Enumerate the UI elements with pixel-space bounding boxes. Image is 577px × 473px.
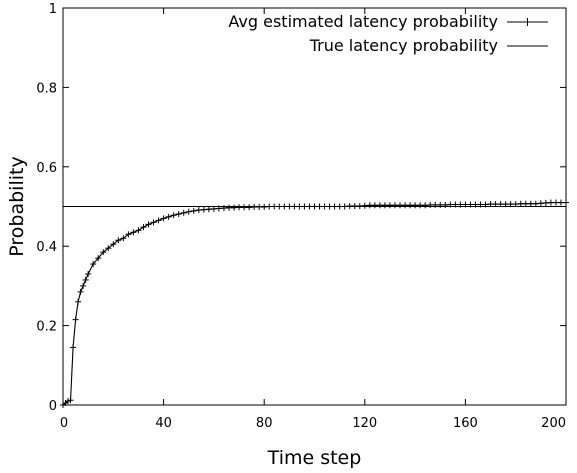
data-point-avg-estimated-30 <box>185 208 192 215</box>
data-point-avg-estimated-4 <box>70 344 77 351</box>
x-tick-label-80: 80 <box>256 416 273 431</box>
data-point-avg-estimated-77 <box>422 202 429 209</box>
data-point-avg-estimated-17 <box>120 235 127 242</box>
legend-marker-avg-estimated <box>523 18 532 26</box>
data-point-avg-estimated-66 <box>366 202 373 209</box>
data-point-avg-estimated-65 <box>361 202 368 209</box>
data-point-avg-estimated-28 <box>175 211 182 218</box>
ticks-layer: 0 40 80 120 160 200 0 0.2 0.4 0.6 0.8 1 <box>36 2 567 431</box>
data-point-avg-estimated-98 <box>527 200 534 207</box>
plot-area-frame <box>62 7 567 406</box>
data-point-avg-estimated-96 <box>517 200 524 207</box>
x-tick-label-200: 200 <box>541 416 566 431</box>
data-point-avg-estimated-19 <box>130 229 137 236</box>
legend-label-avg-estimated: Avg estimated latency probability <box>228 12 498 31</box>
data-point-avg-estimated-75 <box>412 202 419 209</box>
data-point-avg-estimated-74 <box>407 202 414 209</box>
data-point-avg-estimated-39 <box>231 204 238 211</box>
data-point-avg-estimated-9 <box>82 276 89 283</box>
data-point-avg-estimated-14 <box>105 245 112 252</box>
x-tick-label-0: 0 <box>60 416 68 431</box>
data-point-avg-estimated-21 <box>140 224 147 231</box>
data-point-avg-estimated-26 <box>165 213 172 220</box>
x-tick-label-120: 120 <box>352 416 377 431</box>
data-point-avg-estimated-100 <box>537 200 544 207</box>
data-point-avg-estimated-67 <box>371 202 378 209</box>
data-point-avg-estimated-3 <box>67 397 74 404</box>
legend-label-true: True latency probability <box>309 36 498 55</box>
y-tick-label-0.4: 0.4 <box>36 240 57 255</box>
data-point-avg-estimated-40 <box>236 204 243 211</box>
data-point-avg-estimated-42 <box>246 204 253 211</box>
data-point-avg-estimated-32 <box>195 207 202 214</box>
data-point-avg-estimated-76 <box>417 202 424 209</box>
data-point-avg-estimated-41 <box>241 204 248 211</box>
data-point-avg-estimated-7 <box>77 288 84 295</box>
y-tick-label-0.6: 0.6 <box>36 161 57 176</box>
x-axis-label: Time step <box>267 447 362 469</box>
data-point-avg-estimated-16 <box>115 237 122 244</box>
data-point-avg-estimated-20 <box>135 227 142 234</box>
data-point-avg-estimated-8 <box>80 282 87 289</box>
y-tick-label-0.2: 0.2 <box>36 320 57 335</box>
legend: Avg estimated latency probability True l… <box>228 12 548 55</box>
data-point-avg-estimated-24 <box>155 217 162 224</box>
data-point-avg-estimated-68 <box>376 202 383 209</box>
data-point-avg-estimated-15 <box>110 241 117 248</box>
data-point-avg-estimated-29 <box>180 209 187 216</box>
data-point-avg-estimated-70 <box>386 202 393 209</box>
data-point-avg-estimated-27 <box>170 212 177 219</box>
y-axis-label: Probability <box>6 156 28 256</box>
data-point-avg-estimated-103 <box>552 199 559 206</box>
data-point-avg-estimated-2 <box>65 398 72 405</box>
data-point-avg-estimated-10 <box>85 270 92 277</box>
data-point-avg-estimated-34 <box>205 206 212 213</box>
data-point-avg-estimated-72 <box>397 202 404 209</box>
data-point-avg-estimated-22 <box>145 221 152 228</box>
legend-sample-avg-estimated <box>507 18 548 26</box>
y-tick-label-0.8: 0.8 <box>36 81 57 96</box>
data-point-avg-estimated-13 <box>100 249 107 256</box>
data-point-avg-estimated-12 <box>95 255 102 262</box>
data-point-avg-estimated-31 <box>190 207 197 214</box>
data-point-avg-estimated-102 <box>547 199 554 206</box>
data-point-avg-estimated-33 <box>200 206 207 213</box>
data-point-avg-estimated-5 <box>72 316 79 323</box>
data-point-avg-estimated-18 <box>125 231 132 238</box>
x-tick-label-40: 40 <box>155 416 172 431</box>
data-point-avg-estimated-97 <box>522 200 529 207</box>
data-point-avg-estimated-99 <box>532 200 539 207</box>
data-point-avg-estimated-71 <box>391 202 398 209</box>
x-tick-label-160: 160 <box>453 416 478 431</box>
series-layer <box>60 199 569 408</box>
data-point-avg-estimated-25 <box>160 215 167 222</box>
data-point-avg-estimated-11 <box>90 261 97 268</box>
data-point-avg-estimated-73 <box>402 202 409 209</box>
data-point-avg-estimated-101 <box>542 199 549 206</box>
y-tick-label-0: 0 <box>49 399 57 414</box>
data-point-avg-estimated-104 <box>557 199 564 206</box>
data-point-avg-estimated-69 <box>381 202 388 209</box>
data-point-avg-estimated-23 <box>150 219 157 226</box>
y-tick-label-1: 1 <box>49 2 57 17</box>
data-point-avg-estimated-6 <box>75 298 82 305</box>
data-point-avg-estimated-38 <box>225 204 232 211</box>
